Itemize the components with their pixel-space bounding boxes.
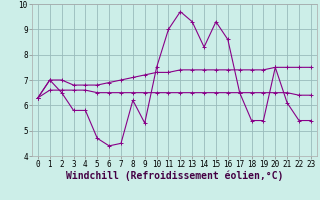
X-axis label: Windchill (Refroidissement éolien,°C): Windchill (Refroidissement éolien,°C): [66, 171, 283, 181]
